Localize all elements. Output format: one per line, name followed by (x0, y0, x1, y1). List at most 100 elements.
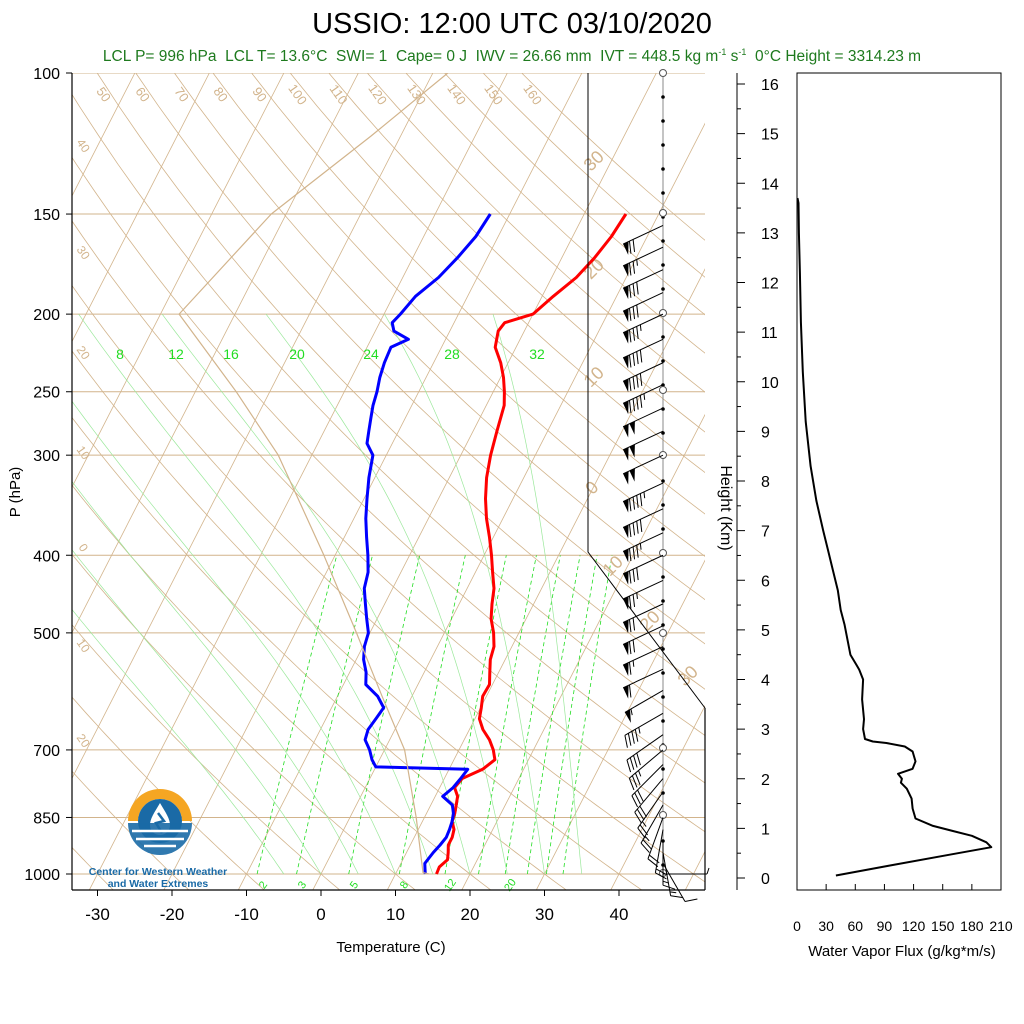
wind-barb (662, 841, 676, 890)
mixing-ratio-line (296, 555, 373, 875)
wind-staff-dot (661, 359, 665, 363)
wind-staff-dot (661, 239, 665, 243)
wind-barb (663, 867, 710, 875)
dry-adiabat-line (96, 73, 705, 690)
height-tick-label: 5 (761, 623, 770, 640)
height-tick-label: 14 (761, 176, 779, 193)
dry-adiabat-label: 90 (249, 84, 270, 104)
wind-barb (622, 384, 664, 415)
wind-barb (622, 292, 664, 323)
isotherm-label: 30 (580, 147, 608, 175)
flux-x-tick-label: 90 (877, 918, 893, 934)
wind-staff-dot (661, 287, 665, 291)
y-tick-label: 1000 (24, 867, 60, 884)
moist-adiabat-line (78, 313, 434, 875)
wind-barb (624, 712, 664, 748)
isotherm-line (163, 73, 583, 890)
dry-adiabat-label: 120 (365, 81, 390, 107)
height-axis-label: Height (Km) (717, 465, 734, 550)
mixing-ratio-line (562, 555, 613, 875)
height-tick-label: 0 (761, 871, 770, 888)
dry-adiabat-line (72, 770, 190, 890)
isotherm-label: 20 (74, 731, 93, 750)
wind-staff-circle (659, 69, 667, 77)
x-tick-label: -30 (85, 905, 110, 924)
dry-adiabat-line (72, 350, 643, 890)
mixing-ratio-label: 24 (363, 346, 379, 362)
isotherm-label: 10 (74, 636, 93, 655)
y-tick-label: 300 (33, 448, 60, 465)
mixing-ratio-line (546, 555, 598, 875)
wind-barb (622, 668, 664, 699)
dry-adiabat-line (72, 156, 705, 784)
wind-barb (622, 338, 664, 369)
moist-adiabat-line (72, 549, 322, 875)
wind-staff-circle (659, 451, 667, 459)
wind-barb (622, 579, 664, 610)
wind-staff-dot (661, 695, 665, 699)
wind-barb (622, 508, 664, 539)
moist-adiabat-line (72, 480, 359, 875)
temperature-profile-line (435, 213, 628, 875)
wind-barb (622, 646, 664, 676)
wind-barb (622, 554, 664, 585)
y-tick-label: 100 (33, 66, 60, 83)
wind-barb (628, 749, 664, 791)
wind-staff-dot (661, 143, 665, 147)
mixing-ratio-label: 8 (116, 346, 124, 362)
wind-staff-dot (661, 119, 665, 123)
height-tick-label: 10 (761, 375, 779, 392)
flux-x-tick-label: 210 (989, 918, 1013, 934)
dry-adiabat-label: 110 (327, 82, 351, 108)
wind-barb (622, 532, 664, 563)
wind-staff-dot (661, 527, 665, 531)
dry-adiabat-line (482, 73, 705, 278)
wind-staff-circle (659, 629, 667, 637)
mixing-ratio-line (504, 555, 561, 875)
mixing-ratio-line (256, 555, 338, 875)
parcel-profile-line (178, 73, 449, 875)
cw3e-logo-text: Center for Western Weather and Water Ext… (88, 866, 228, 890)
freezing-height: 0°C Height = 3314.23 m (755, 48, 922, 66)
height-tick-label: 2 (761, 772, 770, 789)
wind-staff-dot (661, 767, 665, 771)
wind-barb (622, 407, 664, 438)
mixing-ratio-label: 5 (348, 879, 361, 891)
height-tick-label: 15 (761, 127, 779, 144)
y-tick-label: 500 (33, 626, 60, 643)
flux-panel-frame (796, 72, 1002, 891)
barb-panel-boundary (587, 73, 706, 709)
mixing-ratio-line (527, 555, 581, 875)
flux-x-tick-label: 60 (847, 918, 863, 934)
isotherm-line (88, 73, 508, 890)
dewpoint-profile-line (362, 213, 492, 875)
flux-x-tick-label: 0 (793, 918, 801, 934)
dry-adiabat-line (72, 624, 341, 890)
isotherm-line (72, 73, 285, 488)
flux-profile-line (796, 197, 993, 877)
chart-title: USSIO: 12:00 UTC 03/10/2020 (312, 8, 712, 40)
y-axis-label: P (hPa) (7, 467, 24, 518)
wind-barb (622, 625, 664, 656)
mixing-ratio-label: 12 (168, 346, 184, 362)
wind-barb (631, 764, 664, 808)
dry-adiabat-line (72, 484, 492, 890)
dry-adiabat-line (72, 553, 416, 890)
dry-adiabat-line (72, 220, 705, 833)
wind-staff-dot (661, 167, 665, 171)
x-tick-label: 10 (386, 905, 405, 924)
height-tick-label: 12 (761, 276, 779, 293)
wind-staff-dot (661, 671, 665, 675)
iwv-value: IWV = 26.66 mm (475, 48, 592, 66)
isotherm-label: 20 (74, 343, 93, 362)
wind-barb (626, 734, 664, 773)
mixing-ratio-label: 28 (444, 346, 460, 362)
dry-adiabat-label: 100 (285, 81, 310, 107)
wind-staff-dot (661, 719, 665, 723)
wind-staff-dot (661, 647, 665, 651)
dry-adiabat-line (521, 73, 705, 241)
ivt-value: IVT = 448.5 kg m-1 s-1 (600, 47, 747, 66)
height-tick-label: 13 (761, 226, 779, 243)
wind-staff-dot (661, 839, 665, 843)
isotherm-line (535, 559, 705, 890)
